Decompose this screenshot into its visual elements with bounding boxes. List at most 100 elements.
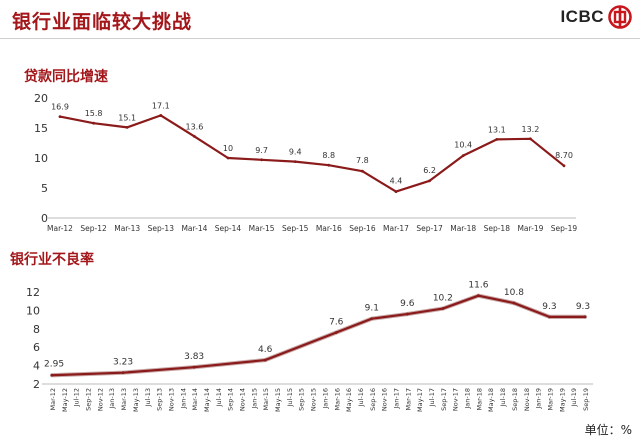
x-tick-label: Jul-18: [499, 388, 507, 407]
data-point: [260, 158, 263, 162]
data-label: 3.23: [113, 358, 133, 368]
data-label: 9.3: [542, 302, 556, 312]
data-point: [529, 137, 532, 141]
x-tick-label: Mar-16: [333, 388, 341, 410]
data-point: [192, 365, 196, 369]
data-label: 10.4: [454, 141, 472, 150]
data-label: 9.7: [255, 146, 268, 155]
x-tick-label: Jul-15: [286, 388, 294, 407]
y-tick-label: 6: [33, 341, 40, 354]
x-tick-label: Jan-17: [392, 388, 400, 410]
x-tick-label: Sep-14: [227, 388, 235, 411]
npl-ratio-chart-title: 银行业不良率: [10, 252, 94, 268]
data-point: [370, 317, 374, 321]
y-tick-label: 5: [41, 182, 48, 195]
icbc-logo-icon: [608, 5, 632, 29]
y-tick-label: 2: [33, 378, 40, 391]
data-point: [512, 301, 516, 305]
data-point: [226, 156, 230, 160]
x-tick-label: Sep-13: [156, 388, 164, 411]
x-tick-label: Nov-17: [452, 388, 460, 411]
x-tick-label: May-18: [487, 388, 495, 412]
x-tick-label: May-16: [345, 388, 353, 412]
data-label: 7.8: [356, 156, 369, 165]
data-label: 8.70: [555, 151, 573, 160]
data-label: 15.8: [85, 109, 103, 118]
x-tick-label: May-13: [132, 388, 140, 412]
y-tick-label: 8: [33, 323, 40, 336]
brand-logo: ICBC: [560, 4, 632, 30]
y-tick-label: 20: [34, 92, 48, 105]
x-tick-label: Sep-15: [298, 388, 306, 411]
data-label: 9.3: [576, 302, 590, 312]
data-point: [159, 114, 163, 117]
x-tick-label: Sep-12: [85, 388, 93, 411]
x-tick-label: Sep-16: [369, 388, 377, 411]
data-point: [441, 307, 445, 310]
x-tick-label: Nov-18: [523, 388, 531, 411]
data-label: 10.2: [433, 294, 453, 304]
data-label: 6.2: [423, 166, 436, 175]
x-tick-label: Nov-16: [381, 388, 389, 411]
data-point: [263, 358, 267, 362]
x-tick-label: Sep-12: [80, 224, 107, 233]
loan-growth-chart-title: 贷款同比增速: [24, 69, 108, 85]
data-label: 16.9: [51, 103, 69, 112]
y-tick-label: 15: [34, 122, 48, 135]
x-tick-label: Mar-12: [47, 224, 73, 233]
x-tick-label: Mar-17: [404, 388, 412, 410]
x-tick-label: Jul-17: [428, 388, 436, 407]
data-point: [583, 315, 587, 319]
data-point: [428, 179, 431, 183]
x-tick-label: Sep-18: [511, 388, 519, 411]
data-label: 13.1: [488, 125, 506, 134]
logo-text: ICBC: [560, 7, 604, 26]
data-label: 4.6: [258, 345, 273, 355]
data-point: [50, 373, 54, 377]
x-tick-label: Jan-16: [321, 388, 329, 410]
x-tick-label: May-17: [416, 388, 424, 412]
data-label: 13.6: [185, 122, 203, 131]
x-tick-label: Jul-14: [215, 388, 223, 407]
header-divider: [0, 38, 640, 39]
x-tick-label: Nov-15: [310, 388, 318, 411]
x-tick-label: Mar-19: [546, 388, 554, 410]
loan-growth-chart: 0 5 10 15 20 Mar-12 Sep-12 Mar-13 Sep-13 Mar-14 Se…: [34, 92, 578, 233]
x-tick-label: Nov-14: [239, 388, 247, 411]
data-label: 9.6: [400, 299, 415, 309]
x-tick-label: May-14: [203, 388, 211, 412]
data-point: [405, 312, 409, 316]
data-label: 9.1: [365, 304, 379, 314]
x-tick-label: Mar-14: [191, 388, 199, 410]
unit-label: 单位：%: [584, 423, 632, 437]
npl-ratio-series-line: [51, 294, 585, 377]
x-tick-label: Mar-14: [181, 224, 207, 233]
x-tick-label: Mar-13: [120, 388, 128, 410]
data-label: 10.8: [504, 288, 524, 298]
data-point: [92, 121, 95, 125]
data-label: 3.83: [184, 352, 204, 362]
x-tick-label: Sep-19: [582, 388, 590, 411]
x-tick-label: Sep-19: [551, 224, 578, 233]
x-tick-label: Nov-12: [96, 388, 104, 411]
page-title: 银行业面临较大挑战: [12, 11, 193, 33]
x-tick-label: Mar-17: [383, 224, 409, 233]
data-label: 13.2: [521, 125, 539, 134]
x-tick-label: Jul-16: [357, 388, 365, 407]
x-tick-label: Mar-16: [316, 224, 342, 233]
data-point: [477, 294, 480, 298]
y-tick-label: 10: [34, 152, 48, 165]
x-tick-label: Jan-15: [250, 388, 258, 410]
data-label: 8.8: [322, 151, 335, 160]
x-tick-label: Mar-15: [262, 388, 270, 410]
x-tick-label: Sep-18: [484, 224, 511, 233]
x-tick-label: Jan-14: [179, 388, 187, 410]
data-point: [394, 190, 398, 193]
x-tick-label: Sep-17: [416, 224, 443, 233]
npl-ratio-chart: 2 4 6 8 10 12 Mar-12 May-12 Jul-12 Sep-12 Nov-12 Ja…: [26, 281, 593, 412]
x-tick-label: Sep-14: [215, 224, 242, 233]
x-tick-label: May-15: [274, 388, 282, 412]
data-point: [361, 169, 364, 173]
loan-growth-series-line: [59, 114, 565, 193]
x-tick-label: Sep-15: [282, 224, 309, 233]
